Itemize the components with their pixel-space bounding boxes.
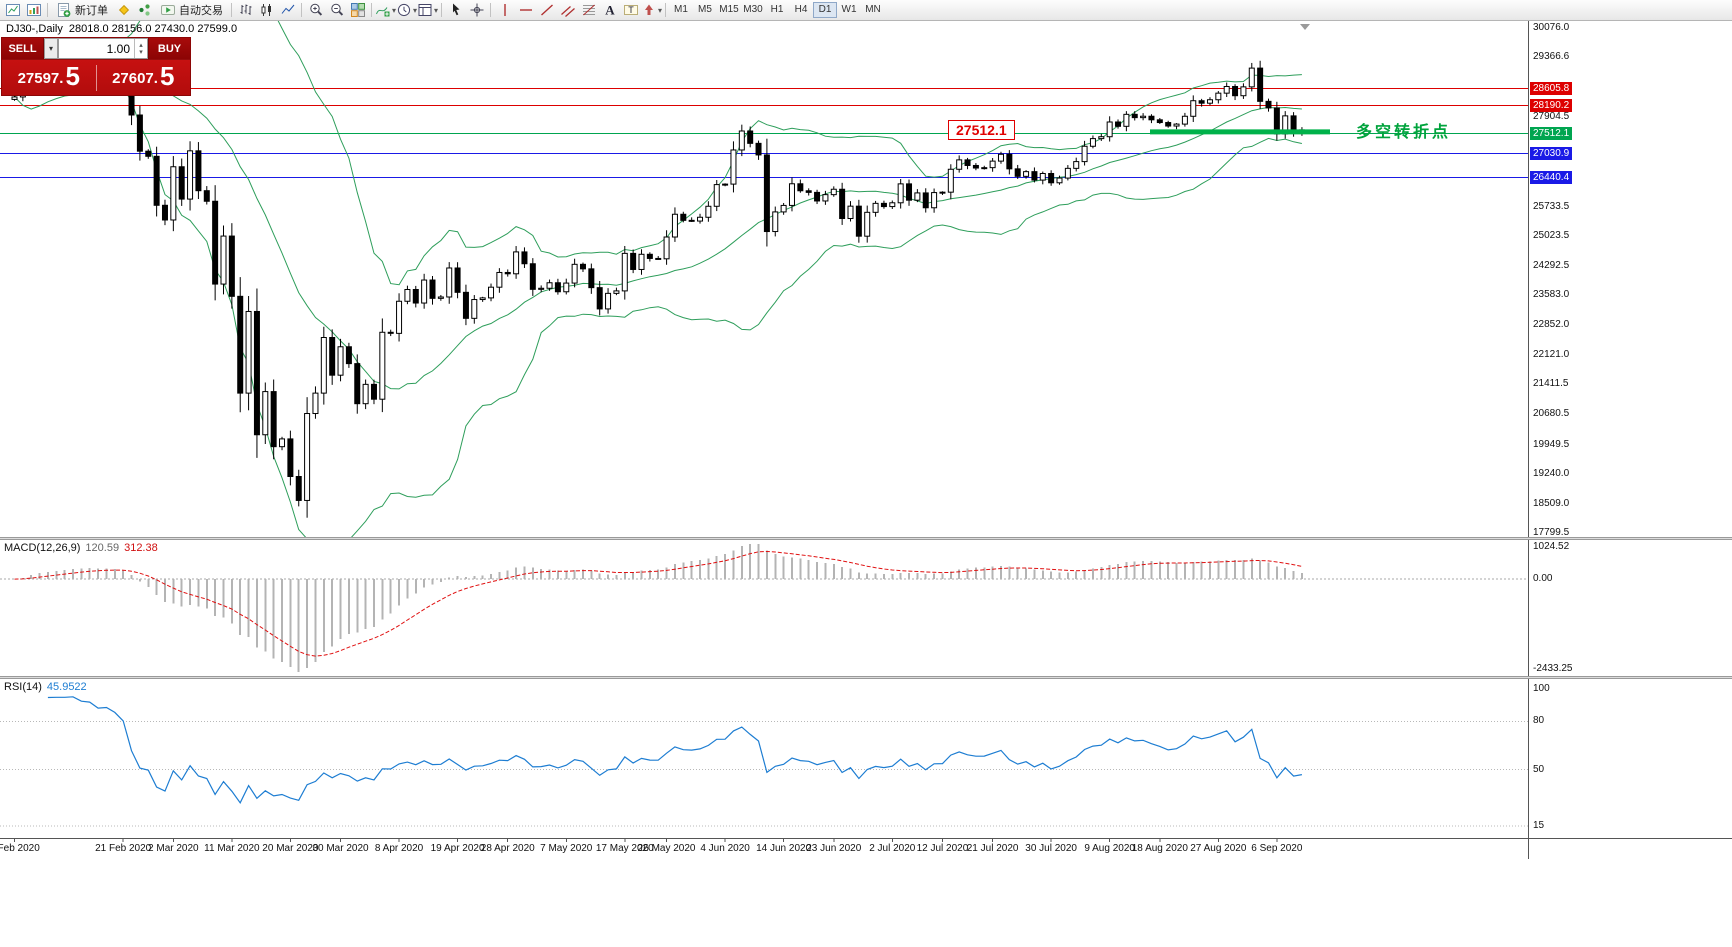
text-label-icon[interactable]: T [620,1,641,19]
sell-price-main: 27597. [17,69,64,87]
zoom-out-icon[interactable] [326,1,347,19]
volume-value[interactable]: 1.00 [106,42,130,56]
dropdown-caret-icon: ▾ [412,5,417,15]
timeframe-H1[interactable]: H1 [770,4,784,15]
indicators-icon[interactable]: ▾ [375,1,396,19]
equidistant-channel-icon[interactable] [557,1,578,19]
macd-indicator-label: MACD(12,26,9) 120.59 312.38 [4,542,158,554]
timeframe-M30[interactable]: M30 [743,4,763,15]
timeframe-D1[interactable]: D1 [813,2,837,18]
toolbar: 新订单 自动交易 ▾ ▾ ▾ A T ▾ M1 M5 M15 M30 H1 H4 D1 W1 MN [0,0,1732,21]
sell-price[interactable]: 27597. 5 [2,60,96,92]
new-chart-icon[interactable] [2,1,23,19]
turning-point-note[interactable]: 多空转折点 [1356,124,1452,141]
timeframe-H4[interactable]: H4 [794,4,808,15]
toolbar-separator [371,3,372,17]
price-divider [95,64,97,91]
buy-price[interactable]: 27607. 5 [97,60,191,92]
zoom-in-icon[interactable] [305,1,326,19]
fibonacci-icon[interactable] [578,1,599,19]
svg-text:T: T [628,5,634,15]
autotrading-button[interactable]: 自动交易 [155,1,228,19]
toolbar-separator [665,3,666,17]
rsi-value: 45.9522 [46,681,87,693]
one-click-trading-panel: SELL ▾ 1.00 ▴ ▾ BUY 27597. 5 27607. 5 [1,37,191,96]
macd-name: MACD(12,26,9) [4,542,81,554]
sell-price-big-digit: 5 [65,60,80,91]
pane-splitter[interactable] [0,537,1732,540]
pane-splitter[interactable] [0,676,1732,679]
rsi-indicator-label: RSI(14) 45.9522 [4,681,87,693]
vertical-line-icon[interactable] [494,1,515,19]
profiles-icon[interactable] [23,1,44,19]
volume-dropdown-caret[interactable]: ▾ [44,38,58,59]
spin-up-icon[interactable]: ▴ [139,41,143,49]
macd-signal-value: 312.38 [124,542,158,554]
buy-price-big-digit: 5 [159,60,175,91]
line-chart-icon[interactable] [277,1,298,19]
timeframe-MN[interactable]: MN [865,4,881,15]
toolbar-separator [441,3,442,17]
crosshair-icon[interactable] [466,1,487,19]
arrows-icon[interactable]: ▾ [641,1,662,19]
rsi-name: RSI(14) [4,681,42,693]
dropdown-caret-icon: ▾ [657,5,662,15]
text-icon[interactable]: A [599,1,620,19]
price-callout-label[interactable]: 27512.1 [948,120,1015,140]
toolbar-separator [231,3,232,17]
volume-spinner[interactable]: ▴ ▾ [134,39,147,58]
chart-title: DJ30-,Daily 28018.0 28156.0 27430.0 27599… [6,23,243,35]
buy-button[interactable]: BUY [148,38,190,59]
timeframe-M5[interactable]: M5 [698,4,712,15]
buy-price-main: 27607. [112,69,158,87]
svg-text:A: A [605,3,615,18]
timeframe-M1[interactable]: M1 [674,4,688,15]
macd-main-value: 120.59 [85,542,120,554]
spin-down-icon[interactable]: ▾ [139,48,143,56]
toolbar-separator [490,3,491,17]
sell-button[interactable]: SELL [2,38,44,59]
history-center-icon[interactable] [134,1,155,19]
tile-windows-icon[interactable] [347,1,368,19]
templates-icon[interactable]: ▾ [417,1,438,19]
new-order-button[interactable]: 新订单 [51,1,113,19]
horizontal-line-icon[interactable] [515,1,536,19]
bar-chart-icon[interactable] [235,1,256,19]
caret-down-icon: ▾ [48,44,53,53]
toolbar-separator [47,3,48,17]
candlestick-chart-icon[interactable] [256,1,277,19]
timeframe-M15[interactable]: M15 [719,4,739,15]
periods-icon[interactable]: ▾ [396,1,417,19]
ohlc-values: 28018.0 28156.0 27430.0 27599.0 [68,23,238,35]
trendline-icon[interactable] [536,1,557,19]
metaeditor-icon[interactable] [113,1,134,19]
timeframe-W1[interactable]: W1 [841,4,857,15]
cursor-icon[interactable] [445,1,466,19]
dropdown-caret-icon: ▾ [433,5,438,15]
volume-field[interactable]: 1.00 ▴ ▾ [58,38,148,59]
symbol-period-label: DJ30-,Daily [6,23,63,35]
toolbar-separator [301,3,302,17]
dropdown-caret-icon: ▾ [391,5,396,15]
timeframe-switcher: M1 M5 M15 M30 H1 H4 D1 W1 MN [669,2,885,18]
